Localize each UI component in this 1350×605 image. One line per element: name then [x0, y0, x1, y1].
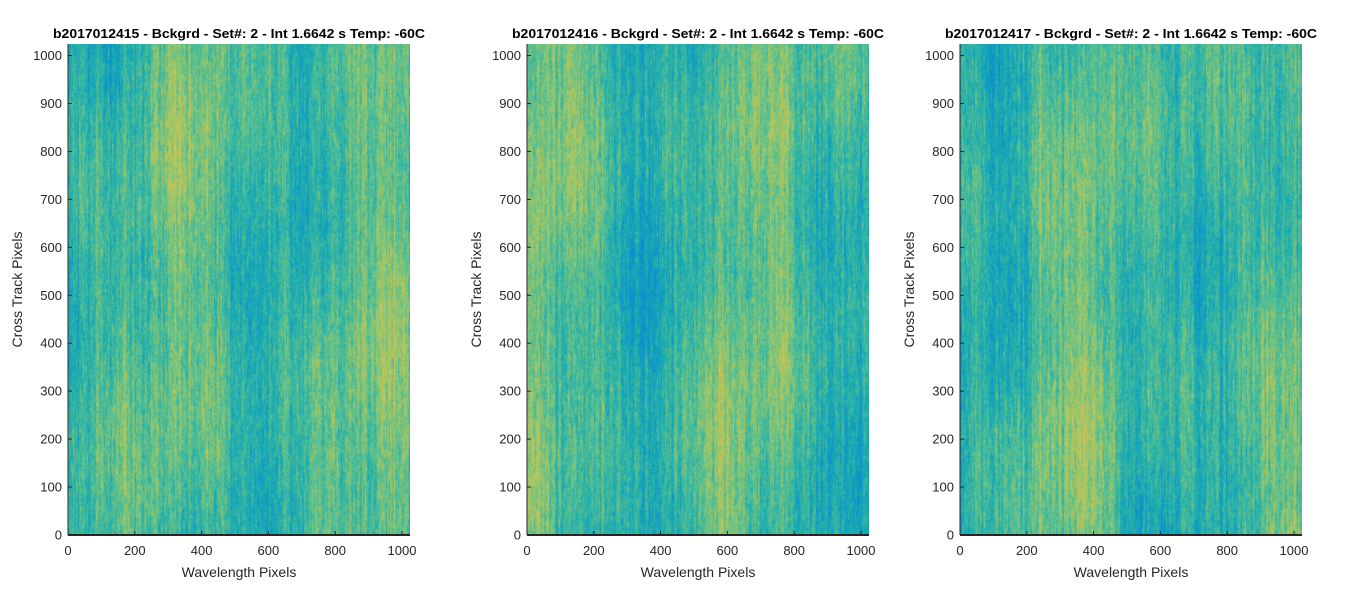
y-tick-label: 1000	[33, 48, 62, 63]
y-tick-label: 600	[932, 240, 954, 255]
x-axis-label: Wavelength Pixels	[641, 564, 756, 580]
x-tick-label: 1000	[388, 543, 417, 558]
y-axis-label: Cross Track Pixels	[9, 232, 25, 348]
y-tick-label: 300	[40, 384, 62, 399]
y-tick-label: 200	[932, 432, 954, 447]
y-tick-label: 700	[499, 192, 521, 207]
panel-title: b2017012417 - Bckgrd - Set#: 2 - Int 1.6…	[945, 26, 1318, 41]
y-tick-label: 400	[40, 336, 62, 351]
x-tick-label: 0	[64, 543, 71, 558]
x-tick-label: 200	[1016, 543, 1038, 558]
x-tick-label: 600	[258, 543, 280, 558]
y-tick-label: 500	[499, 288, 521, 303]
y-tick-label: 1000	[925, 48, 954, 63]
y-tick-label: 400	[499, 336, 521, 351]
x-tick-label: 0	[523, 543, 530, 558]
y-tick-label: 800	[40, 144, 62, 159]
y-axis-label: Cross Track Pixels	[901, 232, 917, 348]
y-tick-label: 200	[40, 432, 62, 447]
y-tick-label: 300	[499, 384, 521, 399]
panel-3: 0 200 400 600 800 1000 0 100 200 300 400 500 600 700 8…	[901, 26, 1318, 580]
y-tick-label: 800	[932, 144, 954, 159]
x-tick-label: 0	[956, 543, 963, 558]
panel-title: b2017012416 - Bckgrd - Set#: 2 - Int 1.6…	[512, 26, 885, 41]
x-tick-label: 400	[1083, 543, 1105, 558]
x-tick-label: 800	[324, 543, 346, 558]
y-tick-label: 0	[947, 528, 954, 543]
y-tick-label: 500	[932, 288, 954, 303]
x-tick-label: 200	[124, 543, 146, 558]
y-tick-label: 0	[514, 528, 521, 543]
y-tick-label: 300	[932, 384, 954, 399]
y-tick-label: 800	[499, 144, 521, 159]
heatmap-image	[68, 44, 410, 535]
x-axis-label: Wavelength Pixels	[1074, 564, 1189, 580]
x-tick-label: 1000	[1280, 543, 1309, 558]
y-axis-label: Cross Track Pixels	[468, 232, 484, 348]
heatmap-image	[527, 44, 869, 535]
y-tick-label: 900	[932, 96, 954, 111]
y-tick-label: 900	[499, 96, 521, 111]
x-tick-label: 1000	[847, 543, 876, 558]
x-tick-label: 200	[583, 543, 605, 558]
y-tick-label: 500	[40, 288, 62, 303]
y-tick-label: 900	[40, 96, 62, 111]
y-tick-label: 0	[55, 528, 62, 543]
y-tick-label: 400	[932, 336, 954, 351]
y-tick-label: 100	[932, 480, 954, 495]
x-axis-label: Wavelength Pixels	[182, 564, 297, 580]
x-tick-label: 400	[650, 543, 672, 558]
y-tick-label: 1000	[492, 48, 521, 63]
y-tick-label: 600	[40, 240, 62, 255]
y-tick-label: 700	[932, 192, 954, 207]
x-tick-label: 800	[783, 543, 805, 558]
y-tick-label: 600	[499, 240, 521, 255]
panel-title: b2017012415 - Bckgrd - Set#: 2 - Int 1.6…	[53, 26, 426, 41]
heatmap-image	[960, 44, 1302, 535]
y-tick-label: 100	[499, 480, 521, 495]
x-tick-label: 600	[717, 543, 739, 558]
panel-2: 0 200 400 600 800 1000 0 100 200 300 400 500 600 700 8…	[468, 26, 885, 580]
panel-1: 0 200 400 600 800 1000 0 100 200 300 400 500 600 700 8…	[9, 26, 426, 580]
x-tick-label: 600	[1150, 543, 1172, 558]
x-tick-label: 400	[191, 543, 213, 558]
x-tick-label: 800	[1216, 543, 1238, 558]
y-tick-label: 200	[499, 432, 521, 447]
y-tick-label: 100	[40, 480, 62, 495]
y-tick-label: 700	[40, 192, 62, 207]
